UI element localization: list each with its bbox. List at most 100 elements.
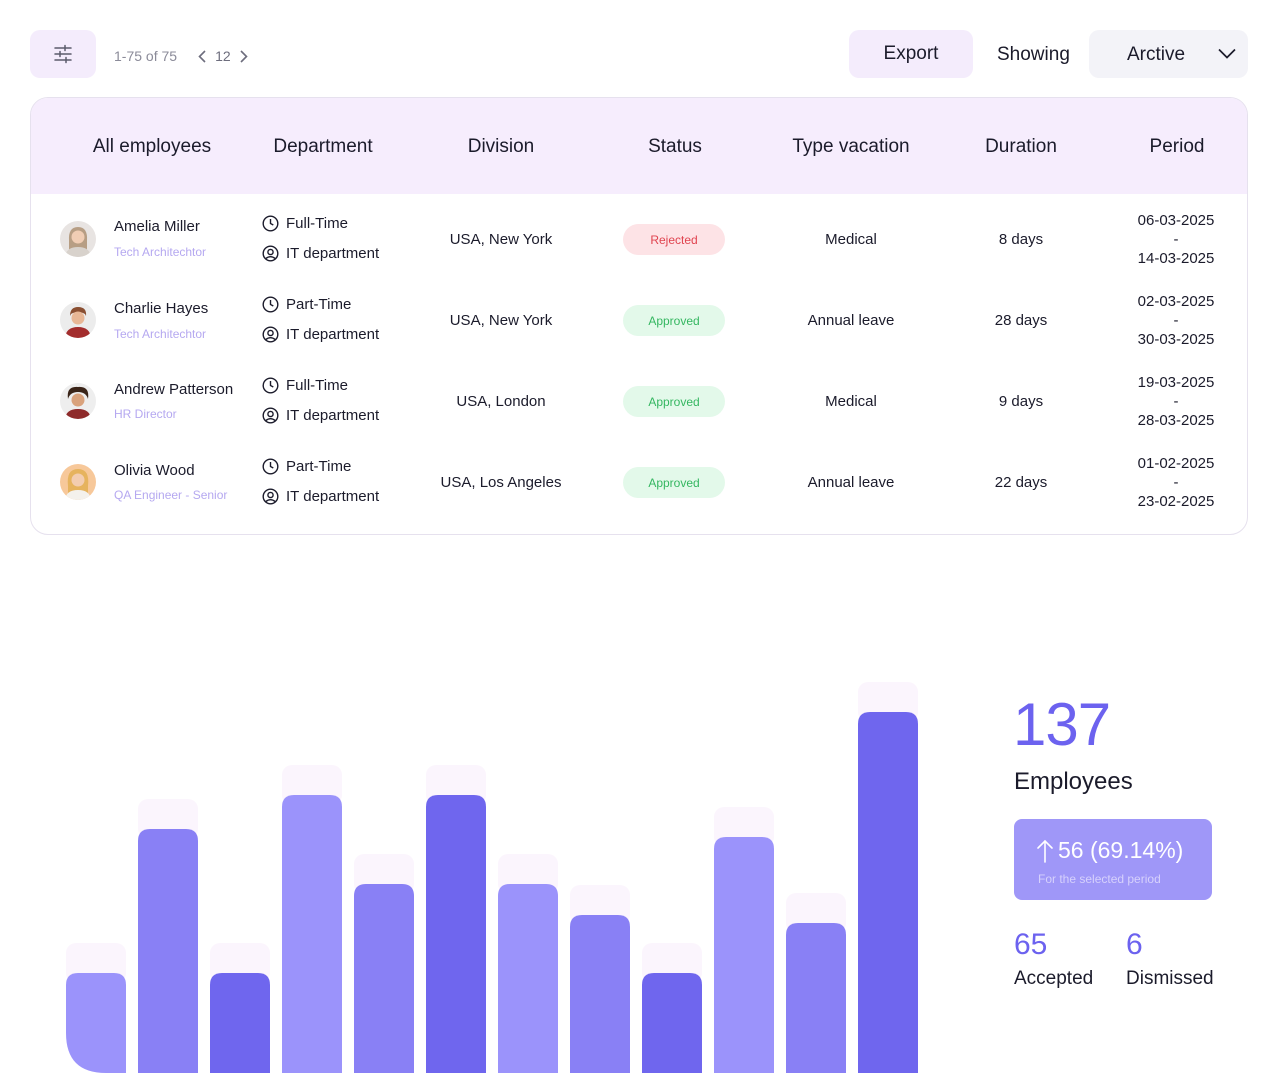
employment-type-label: Full-Time <box>286 215 348 232</box>
period-separator: - <box>1173 393 1179 410</box>
total-employees-value: 137 <box>1013 691 1111 758</box>
header-department[interactable]: Department <box>273 136 373 157</box>
chart-bar-5[interactable] <box>354 884 414 1073</box>
prev-page-button[interactable] <box>195 47 209 65</box>
employee-role: Tech Architechtor <box>114 245 207 259</box>
header-division[interactable]: Division <box>467 136 535 157</box>
growth-value-text: 56 (69.14%) <box>1058 837 1184 863</box>
status-select-value: Arctive <box>1127 44 1186 65</box>
chart-bar-6[interactable] <box>426 795 486 1073</box>
dismissed-value: 6 <box>1126 928 1143 961</box>
showing-label: Showing <box>997 44 1070 65</box>
department-label: IT department <box>286 326 380 343</box>
employees-bar-chart <box>66 682 918 1073</box>
avatar <box>60 383 96 419</box>
export-button[interactable]: Export <box>849 30 973 78</box>
department: IT department <box>262 488 379 505</box>
employee-role: QA Engineer - Senior <box>114 488 228 502</box>
employee-name: Andrew Patterson <box>114 381 234 398</box>
header-status[interactable]: Status <box>648 136 702 157</box>
table-row[interactable]: Olivia Wood QA Engineer - Senior Part-Ti… <box>31 444 1247 525</box>
current-page: 12 <box>215 48 231 64</box>
chevron-left-icon <box>198 49 206 63</box>
employment-type: Part-Time <box>262 458 351 475</box>
user-circle-icon <box>262 245 279 262</box>
vacation-type-cell: Annual leave <box>807 474 895 491</box>
user-circle-icon <box>262 407 279 424</box>
chevron-down-icon <box>1218 48 1236 59</box>
table-row[interactable]: Andrew Patterson HR Director Full-Time I… <box>31 363 1247 444</box>
sliders-icon <box>54 44 72 64</box>
chart-bar-1[interactable] <box>66 973 126 1073</box>
period-start: 06-03-2025 <box>1137 212 1215 229</box>
duration-cell: 8 days <box>998 231 1044 248</box>
growth-caption: For the selected period <box>1038 872 1161 886</box>
department: IT department <box>262 245 379 262</box>
chart-bar-12[interactable] <box>858 712 918 1073</box>
division-cell: USA, London <box>456 393 546 410</box>
department: IT department <box>262 326 379 343</box>
chart-bar-2[interactable] <box>138 829 198 1073</box>
table-row[interactable]: Charlie Hayes Tech Architechtor Part-Tim… <box>31 282 1247 363</box>
division-cell: USA, Los Angeles <box>440 474 562 491</box>
status-badge: Approved <box>623 467 725 498</box>
chart-bar-4[interactable] <box>282 795 342 1073</box>
employee-role: HR Director <box>114 407 177 421</box>
duration-cell: 22 days <box>994 474 1048 491</box>
chart-bar-8[interactable] <box>570 915 630 1073</box>
employment-type-label: Full-Time <box>286 377 348 394</box>
status-badge: Approved <box>623 386 725 417</box>
chart-bar-10[interactable] <box>714 837 774 1073</box>
growth-card: 56 (69.14%) For the selected period <box>1014 819 1212 900</box>
period-start: 02-03-2025 <box>1137 293 1215 310</box>
period-end: 30-03-2025 <box>1137 331 1215 348</box>
period-separator: - <box>1173 312 1179 329</box>
department-label: IT department <box>286 407 380 424</box>
clock-icon <box>262 458 279 475</box>
period-cell: 02-03-2025 - 30-03-2025 <box>1138 292 1215 349</box>
table-row[interactable]: Amelia Miller Tech Architechtor Full-Tim… <box>31 201 1247 282</box>
table-header: All employees Department Division Status… <box>31 98 1247 194</box>
employment-type: Part-Time <box>262 296 351 313</box>
growth-value: 56 (69.14%) <box>1036 837 1183 864</box>
chart-bar-7[interactable] <box>498 884 558 1073</box>
vacation-type-cell: Annual leave <box>807 312 895 329</box>
avatar <box>60 221 96 257</box>
period-end: 14-03-2025 <box>1137 250 1215 267</box>
range-count: 1-75 of 75 <box>114 48 178 64</box>
chart-bar-11[interactable] <box>786 923 846 1073</box>
period-end: 28-03-2025 <box>1137 412 1215 429</box>
division-cell: USA, New York <box>449 231 553 248</box>
vacation-type-cell: Medical <box>825 393 877 410</box>
employment-type-label: Part-Time <box>286 458 352 475</box>
period-separator: - <box>1173 474 1179 491</box>
period-cell: 06-03-2025 - 14-03-2025 <box>1138 211 1215 268</box>
employee-role: Tech Architechtor <box>114 327 207 341</box>
employee-name: Charlie Hayes <box>114 300 209 317</box>
employment-type: Full-Time <box>262 215 348 232</box>
header-duration[interactable]: Duration <box>985 136 1057 157</box>
chart-bar-9[interactable] <box>642 973 702 1073</box>
period-cell: 01-02-2025 - 23-02-2025 <box>1138 454 1215 511</box>
header-period[interactable]: Period <box>1149 136 1205 157</box>
avatar <box>60 302 96 338</box>
accepted-label: Accepted <box>1014 968 1094 989</box>
employees-table: All employees Department Division Status… <box>30 97 1248 535</box>
header-type-vacation[interactable]: Type vacation <box>792 136 910 157</box>
user-circle-icon <box>262 488 279 505</box>
employment-type-label: Part-Time <box>286 296 352 313</box>
period-start: 19-03-2025 <box>1137 374 1215 391</box>
status-select[interactable]: Arctive <box>1089 30 1248 78</box>
employee-name: Olivia Wood <box>114 462 195 479</box>
pagination: 1-75 of 75 12 <box>114 47 251 65</box>
dismissed-label: Dismissed <box>1126 968 1214 989</box>
filter-button[interactable] <box>30 30 96 78</box>
duration-cell: 28 days <box>994 312 1048 329</box>
vacation-type-cell: Medical <box>825 231 877 248</box>
chart-bar-3[interactable] <box>210 973 270 1073</box>
accepted-value: 65 <box>1014 928 1048 961</box>
period-start: 01-02-2025 <box>1137 455 1215 472</box>
department-label: IT department <box>286 245 380 262</box>
header-all-employees[interactable]: All employees <box>92 136 212 157</box>
next-page-button[interactable] <box>237 47 251 65</box>
